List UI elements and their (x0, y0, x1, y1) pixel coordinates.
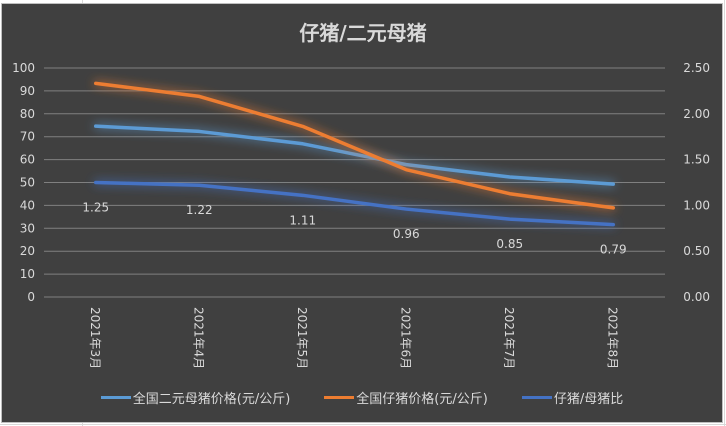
chart-title: 仔猪/二元母猪 (299, 21, 426, 45)
left-axis-tick-label: 80 (20, 107, 35, 121)
left-axis-tick-label: 20 (20, 244, 35, 258)
data-label: 0.79 (600, 243, 627, 257)
data-label: 1.25 (82, 201, 109, 215)
sheet-gridline (0, 424, 726, 425)
series-line-1 (94, 124, 615, 186)
x-axis-tick-label: 2021年3月 (88, 307, 102, 369)
data-label: 1.11 (289, 213, 316, 227)
x-axis-tick-label: 2021年6月 (398, 307, 412, 369)
legend-item[interactable]: 仔猪/母猪比 (521, 388, 624, 407)
legend-line-swatch (324, 395, 355, 399)
legend-line-swatch (100, 395, 131, 399)
left-axis-tick-label: 40 (20, 198, 35, 212)
x-axis-tick-label: 2021年7月 (502, 307, 516, 369)
data-label: 1.22 (186, 203, 213, 217)
legend-label: 全国二元母猪价格(元/公斤) (132, 391, 291, 407)
right-axis-tick-label: 1.50 (683, 153, 710, 167)
series-line-2 (94, 81, 615, 210)
left-axis-tick-label: 60 (20, 153, 35, 167)
left-axis-tick-label: 90 (20, 84, 35, 98)
left-axis-tick-label: 0 (27, 290, 35, 304)
left-axis-tick-label: 30 (20, 221, 35, 235)
legend-item[interactable]: 全国二元母猪价格(元/公斤) (100, 388, 291, 407)
right-axis-tick-label: 0.00 (683, 290, 710, 304)
legend-label: 仔猪/母猪比 (553, 391, 624, 407)
series-line-3 (94, 180, 615, 227)
right-axis-tick-label: 2.50 (683, 61, 710, 75)
legend-label: 全国仔猪价格(元/公斤) (356, 391, 488, 407)
left-axis-tick-label: 100 (12, 61, 35, 75)
chart-legend: 全国二元母猪价格(元/公斤) 全国仔猪价格(元/公斤) 仔猪/母猪比 (2, 387, 722, 407)
x-axis-tick-label: 2021年5月 (295, 307, 309, 369)
line-chart: 仔猪/二元母猪 0 10 20 30 40 50 60 70 80 90 100 0.00 0.50 1… (12, 21, 710, 369)
right-axis-tick-label: 0.50 (683, 244, 710, 258)
x-axis-tick-label: 2021年8月 (605, 307, 619, 369)
right-axis-tick-label: 1.00 (683, 198, 710, 212)
data-label: 0.85 (496, 237, 523, 251)
left-axis-tick-label: 10 (20, 267, 35, 281)
x-axis-tick-label: 2021年4月 (191, 307, 205, 369)
sheet-gridline (724, 0, 725, 426)
right-axis-tick-label: 2.00 (683, 107, 710, 121)
legend-item[interactable]: 全国仔猪价格(元/公斤) (324, 388, 488, 407)
legend-line-swatch (521, 395, 552, 399)
chart-area[interactable]: 仔猪/二元母猪 0 10 20 30 40 50 60 70 80 90 100 0.00 0.50 1… (1, 3, 723, 423)
left-axis-tick-label: 50 (20, 176, 35, 190)
left-axis-tick-label: 70 (20, 130, 35, 144)
data-label: 0.96 (393, 227, 420, 241)
